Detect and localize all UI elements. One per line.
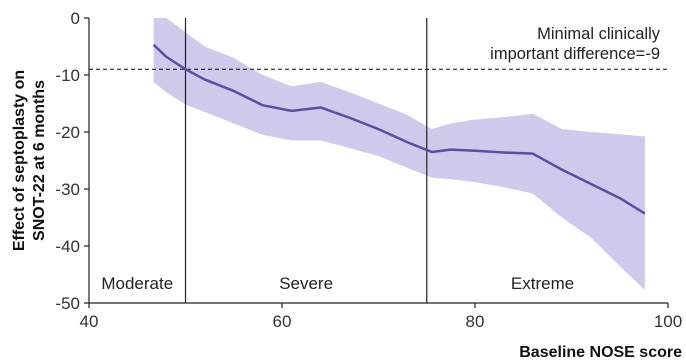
- axes-layer: [84, 17, 669, 308]
- confidence-band: [153, 18, 645, 290]
- y-tick-label: -30: [55, 180, 80, 199]
- y-axis-label-line-1: Effect of septoplasty on: [11, 70, 28, 251]
- x-tick-label: 100: [654, 312, 682, 331]
- y-tick-label: -40: [55, 237, 80, 256]
- y-tick-label: -50: [55, 294, 80, 313]
- y-tick-label: -10: [55, 66, 80, 85]
- region-label: Extreme: [511, 274, 574, 293]
- effect-series-line: [152, 43, 646, 215]
- x-tick-label: 80: [466, 312, 485, 331]
- region-label: Moderate: [101, 274, 173, 293]
- y-tick-label: 0: [71, 9, 80, 28]
- y-tick-label: -20: [55, 123, 80, 142]
- region-label: Severe: [279, 274, 333, 293]
- x-axis-label: Baseline NOSE score: [519, 344, 682, 361]
- y-axis-label-line-2: SNOT-22 at 6 months: [31, 80, 48, 241]
- x-tick-label: 40: [80, 312, 99, 331]
- annotation-line-2: important difference=-9: [490, 45, 660, 63]
- confidence-band-layer: [153, 18, 645, 290]
- series-line-layer: [152, 43, 646, 215]
- annotation-line-1: Minimal clinically: [537, 25, 661, 43]
- x-tick-label: 60: [273, 312, 292, 331]
